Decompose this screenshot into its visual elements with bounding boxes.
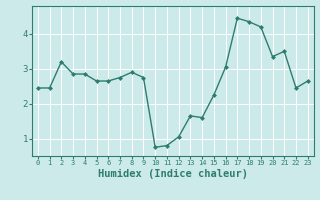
- X-axis label: Humidex (Indice chaleur): Humidex (Indice chaleur): [98, 169, 248, 179]
